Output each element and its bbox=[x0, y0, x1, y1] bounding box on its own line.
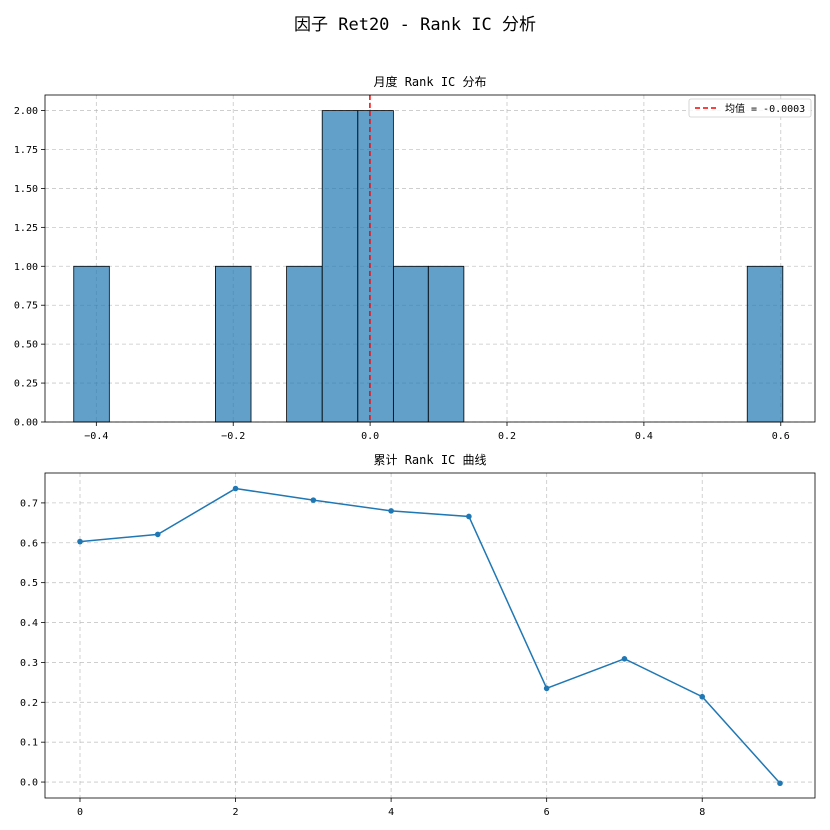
cumulative-ic-point bbox=[232, 485, 239, 492]
line-y-tick-label: 0.7 bbox=[20, 498, 38, 509]
cumulative-ic-point bbox=[154, 531, 161, 538]
figure-suptitle: 因子 Ret20 - Rank IC 分析 bbox=[294, 15, 536, 35]
histogram-bar bbox=[73, 265, 110, 423]
line-y-tick-label: 0.5 bbox=[20, 578, 38, 589]
histogram-x-tick-label: 0.6 bbox=[772, 431, 790, 442]
cumulative-ic-point bbox=[699, 693, 706, 700]
histogram-y-tick-label: 0.25 bbox=[14, 379, 38, 390]
line-x-tick-label: 6 bbox=[544, 807, 550, 818]
histogram-y-tick-label: 0.50 bbox=[14, 340, 38, 351]
cumulative-ic-point bbox=[543, 685, 550, 692]
line-y-tick-label: 0.6 bbox=[20, 538, 38, 549]
histogram-x-tick-label: −0.4 bbox=[84, 431, 108, 442]
histogram-axes: 月度 Rank IC 分布 −0.4 −0.2 0.0 0.2 0.4 0.6 0.00 0.2… bbox=[14, 74, 816, 442]
line-chart-frame bbox=[44, 472, 816, 799]
line-y-tick-label: 0.3 bbox=[20, 658, 38, 669]
legend: 均值 = -0.0003 bbox=[688, 98, 812, 118]
histogram-y-tick-label: 1.00 bbox=[14, 262, 38, 273]
histogram-x-tick-label: 0.0 bbox=[361, 431, 379, 442]
histogram-bar bbox=[321, 110, 359, 423]
histogram-y-tick-label: 1.50 bbox=[14, 184, 38, 195]
cumulative-ic-point bbox=[388, 508, 394, 514]
histogram-y-tick-label: 2.00 bbox=[14, 106, 38, 117]
histogram-y-tick-label: 1.25 bbox=[14, 223, 38, 234]
histogram-y-tick-label: 0.00 bbox=[14, 418, 38, 429]
cumulative-ic-point bbox=[777, 780, 783, 787]
legend-mean-label: 均值 = -0.0003 bbox=[725, 102, 805, 115]
line-y-tick-label: 0.1 bbox=[20, 738, 38, 749]
cumulative-ic-point bbox=[310, 497, 317, 503]
cumulative-ic-point bbox=[77, 538, 83, 545]
cumulative-line-axes: 累计 Rank IC 曲线 0 2 4 6 8 0.0 0.1 0.2 0.3 0.4 0.5 0.6 0… bbox=[20, 453, 816, 818]
legend-box bbox=[688, 98, 812, 118]
line-x-tick-label: 8 bbox=[699, 807, 705, 818]
histogram-title: 月度 Rank IC 分布 bbox=[373, 74, 486, 89]
histogram-y-tick-label: 1.75 bbox=[14, 145, 38, 156]
line-chart-title: 累计 Rank IC 曲线 bbox=[373, 453, 486, 467]
line-y-tick-label: 0.0 bbox=[20, 778, 38, 789]
cumulative-ic-line bbox=[79, 487, 781, 784]
line-x-tick-label: 2 bbox=[233, 807, 239, 818]
histogram-bar bbox=[357, 110, 394, 423]
histogram-bar bbox=[215, 265, 252, 423]
line-x-tick-label: 0 bbox=[77, 807, 83, 818]
histogram-x-tick-label: −0.2 bbox=[221, 431, 245, 442]
histogram-bar bbox=[286, 265, 323, 423]
line-y-tick-label: 0.4 bbox=[20, 618, 38, 629]
cumulative-ic-point bbox=[466, 513, 472, 520]
histogram-y-tick-label: 0.75 bbox=[14, 301, 38, 312]
cumulative-ic-point bbox=[621, 656, 628, 662]
histogram-bar bbox=[392, 265, 429, 423]
histogram-bar bbox=[427, 265, 465, 423]
histogram-bar bbox=[746, 265, 784, 423]
histogram-x-tick-label: 0.4 bbox=[635, 431, 653, 442]
histogram-x-tick-label: 0.2 bbox=[498, 431, 516, 442]
line-x-tick-label: 4 bbox=[388, 807, 394, 818]
line-y-tick-label: 0.2 bbox=[20, 698, 38, 709]
histogram-frame bbox=[44, 94, 816, 423]
